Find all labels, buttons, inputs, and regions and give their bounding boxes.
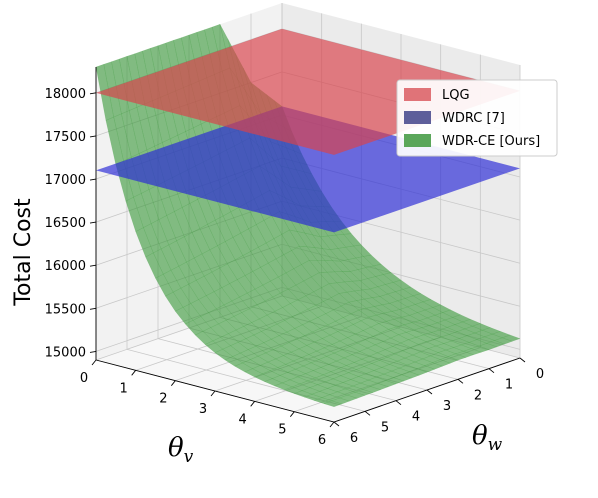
z-tick-mark: [89, 92, 97, 95]
y-axis-label: θw: [472, 421, 503, 455]
x-tick-mark: [170, 380, 176, 386]
surface-patch: [323, 400, 343, 408]
x-axis-label-sub: v: [184, 447, 194, 467]
z-tick-mark: [89, 264, 97, 267]
z-tick-label: 16000: [45, 259, 86, 274]
y-axis-label-sub: w: [488, 435, 503, 455]
x-tick-mark: [289, 411, 295, 417]
x-tick-mark: [210, 390, 216, 397]
x-tick-label: 0: [80, 371, 88, 386]
x-tick-mark: [91, 359, 97, 366]
z-tick-mark: [89, 307, 97, 310]
x-tick-mark: [329, 421, 335, 428]
y-tick-label: 2: [474, 388, 482, 403]
legend-box: [396, 79, 558, 157]
x-axis-label: θv: [168, 433, 194, 467]
z-tick-label: 18000: [45, 87, 86, 102]
y-tick-label: 5: [381, 420, 389, 435]
z-tick-mark: [89, 350, 97, 353]
y-tick-mark: [426, 389, 433, 395]
z-tick-mark: [89, 221, 97, 224]
y-tick-mark: [488, 368, 495, 374]
x-axis-label-main: θ: [168, 433, 184, 463]
surface-wdrc: [96, 106, 520, 233]
legend-label-wdrc: WDRC [7]: [442, 111, 505, 126]
y-tick-mark: [395, 400, 402, 406]
legend-label-wdr-ce: WDR-CE [Ours]: [442, 134, 540, 149]
x-tick-label: 6: [318, 433, 326, 448]
legend-swatch-wdrc: [404, 111, 431, 124]
x-tick-label: 1: [120, 381, 128, 396]
x-tick-mark: [131, 370, 137, 376]
z-tick-mark: [89, 178, 97, 181]
y-tick-mark: [457, 378, 464, 384]
legend-swatch-wdr-ce: [404, 134, 431, 147]
x-tick-label: 3: [199, 402, 207, 417]
legend-label-lqg: LQG: [442, 88, 470, 103]
x-tick-label: 5: [278, 423, 286, 438]
y-tick-mark: [333, 421, 340, 427]
y-tick-label: 3: [443, 399, 451, 414]
z-tick-mark: [89, 135, 97, 138]
x-tick-label: 2: [159, 392, 167, 407]
z-tick-label: 15000: [45, 345, 86, 360]
z-tick-label: 15500: [45, 302, 86, 317]
y-tick-label: 4: [412, 410, 420, 425]
x-tick-label: 4: [239, 412, 247, 427]
z-axis-label: Total Cost: [11, 198, 36, 307]
y-tick-mark: [519, 357, 526, 363]
y-tick-label: 0: [536, 367, 544, 382]
legend: LQG WDRC [7] WDR-CE [Ours]: [396, 79, 558, 157]
z-tick-label: 17500: [45, 130, 86, 145]
y-tick-label: 6: [350, 431, 358, 446]
z-tick-label: 16500: [45, 216, 86, 231]
z-tick-label: 17000: [45, 173, 86, 188]
y-tick-mark: [364, 410, 371, 416]
legend-swatch-lqg: [404, 88, 431, 101]
y-axis-label-main: θ: [472, 421, 488, 451]
x-tick-mark: [250, 401, 256, 407]
surfaces: [95, 24, 521, 408]
y-tick-label: 1: [505, 378, 513, 393]
axis-ticks: 0 1 2 3 4 5 6 0 1 2 3 4 5 6 15000 15500 16000 16500 17000 1…: [45, 87, 545, 448]
